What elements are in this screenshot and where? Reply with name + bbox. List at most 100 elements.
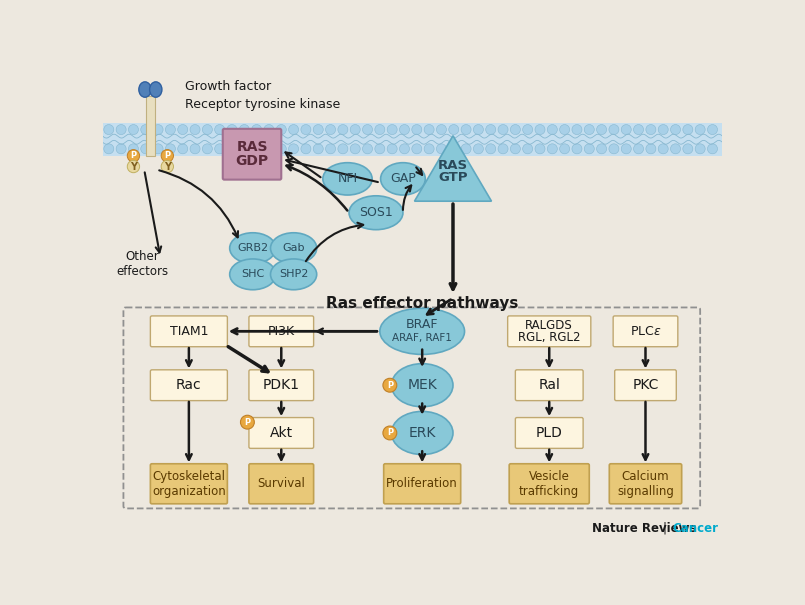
Ellipse shape — [229, 233, 276, 264]
FancyBboxPatch shape — [249, 417, 314, 448]
Circle shape — [202, 125, 213, 134]
Circle shape — [127, 160, 139, 172]
Circle shape — [522, 144, 533, 154]
Ellipse shape — [323, 163, 372, 195]
Circle shape — [129, 144, 138, 154]
FancyBboxPatch shape — [613, 316, 678, 347]
Circle shape — [276, 144, 287, 154]
Circle shape — [547, 125, 557, 134]
Text: P: P — [386, 381, 393, 390]
Circle shape — [498, 125, 508, 134]
Text: P: P — [245, 417, 250, 427]
Polygon shape — [415, 136, 492, 201]
Circle shape — [104, 144, 114, 154]
FancyBboxPatch shape — [384, 464, 460, 504]
Circle shape — [559, 144, 570, 154]
Circle shape — [683, 144, 693, 154]
Ellipse shape — [270, 259, 316, 290]
Circle shape — [461, 144, 471, 154]
FancyBboxPatch shape — [508, 316, 591, 347]
Circle shape — [161, 160, 174, 172]
Circle shape — [165, 144, 175, 154]
Text: GAP: GAP — [390, 172, 416, 185]
Circle shape — [535, 125, 545, 134]
Circle shape — [584, 144, 594, 154]
FancyBboxPatch shape — [151, 316, 227, 347]
FancyBboxPatch shape — [151, 464, 227, 504]
Circle shape — [448, 144, 459, 154]
Circle shape — [424, 125, 434, 134]
Circle shape — [178, 144, 188, 154]
Circle shape — [301, 125, 311, 134]
Text: GDP: GDP — [235, 154, 269, 168]
Circle shape — [696, 125, 705, 134]
Circle shape — [161, 149, 174, 162]
Text: MEK: MEK — [407, 378, 437, 392]
Circle shape — [350, 144, 360, 154]
Circle shape — [127, 149, 139, 162]
Text: SHC: SHC — [242, 269, 264, 280]
Circle shape — [264, 125, 274, 134]
Circle shape — [350, 125, 360, 134]
Circle shape — [313, 125, 324, 134]
Text: P: P — [164, 151, 171, 160]
Text: Other
effectors: Other effectors — [117, 249, 169, 278]
Circle shape — [473, 125, 483, 134]
Ellipse shape — [138, 82, 151, 97]
Circle shape — [338, 125, 348, 134]
Circle shape — [165, 125, 175, 134]
Text: GTP: GTP — [438, 171, 468, 184]
Circle shape — [572, 125, 582, 134]
Text: Nature Reviews: Nature Reviews — [592, 522, 696, 535]
Circle shape — [289, 125, 299, 134]
Ellipse shape — [391, 364, 453, 407]
Ellipse shape — [229, 259, 276, 290]
Text: PI3K: PI3K — [268, 325, 295, 338]
Circle shape — [264, 144, 274, 154]
Text: P: P — [386, 428, 393, 437]
Text: RALGDS: RALGDS — [526, 319, 573, 332]
Circle shape — [153, 144, 163, 154]
Text: RGL, RGL2: RGL, RGL2 — [518, 331, 580, 344]
Circle shape — [241, 415, 254, 429]
Circle shape — [634, 125, 643, 134]
Circle shape — [621, 125, 631, 134]
Circle shape — [510, 125, 520, 134]
Circle shape — [276, 125, 287, 134]
Circle shape — [313, 144, 324, 154]
Circle shape — [609, 144, 619, 154]
Circle shape — [597, 144, 607, 154]
FancyBboxPatch shape — [223, 129, 281, 180]
Circle shape — [399, 144, 410, 154]
FancyBboxPatch shape — [609, 464, 682, 504]
Circle shape — [289, 144, 299, 154]
Circle shape — [708, 144, 717, 154]
Circle shape — [671, 144, 680, 154]
Circle shape — [116, 125, 126, 134]
FancyBboxPatch shape — [515, 417, 583, 448]
Ellipse shape — [391, 411, 453, 454]
Text: P: P — [130, 151, 137, 160]
Circle shape — [190, 144, 200, 154]
Text: ERK: ERK — [408, 426, 436, 440]
Circle shape — [252, 125, 262, 134]
Circle shape — [658, 125, 668, 134]
Circle shape — [646, 125, 656, 134]
Circle shape — [239, 144, 250, 154]
Circle shape — [375, 125, 385, 134]
Text: Proliferation: Proliferation — [386, 477, 458, 490]
Circle shape — [646, 144, 656, 154]
Circle shape — [141, 125, 151, 134]
Circle shape — [572, 144, 582, 154]
Circle shape — [153, 125, 163, 134]
Text: Cancer: Cancer — [672, 522, 718, 535]
Bar — [103, 123, 723, 155]
Text: PLD: PLD — [536, 426, 563, 440]
Circle shape — [325, 125, 336, 134]
FancyBboxPatch shape — [515, 370, 583, 401]
Circle shape — [190, 125, 200, 134]
Bar — [146, 96, 155, 155]
Ellipse shape — [349, 196, 403, 230]
Text: RAS: RAS — [438, 159, 468, 172]
FancyBboxPatch shape — [510, 464, 589, 504]
